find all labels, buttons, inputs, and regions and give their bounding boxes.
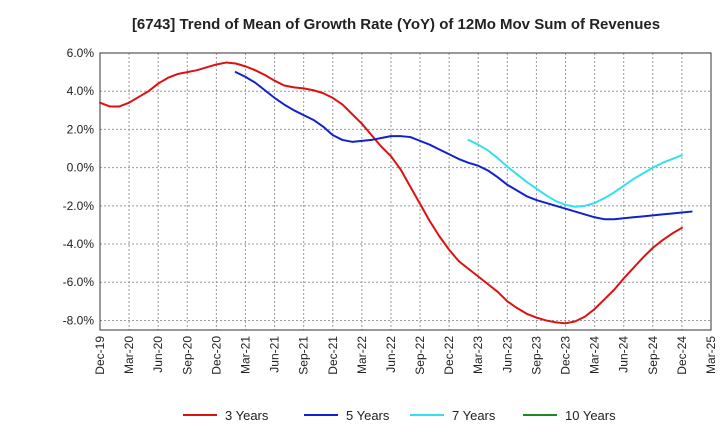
legend-item: 5 Years: [304, 408, 390, 423]
y-tick-label: -8.0%: [63, 313, 95, 327]
x-tick-label: Mar-20: [122, 336, 136, 374]
series-lines: [99, 61, 693, 325]
y-axis-ticks: 6.0% 4.0% 2.0% 0.0% -2.0% -4.0% -6.0% -8.0%: [63, 46, 95, 327]
legend-label: 10 Years: [565, 408, 616, 423]
y-tick-label: 4.0%: [67, 84, 95, 98]
x-tick-label: Mar-23: [471, 336, 485, 374]
x-tick-label: Dec-22: [442, 336, 456, 375]
chart-title: [6743] Trend of Mean of Growth Rate (YoY…: [132, 16, 660, 33]
x-tick-label: Mar-25: [704, 336, 718, 374]
x-tick-label: Mar-22: [355, 336, 369, 374]
x-tick-label: Jun-23: [500, 336, 514, 373]
y-tick-label: -6.0%: [63, 275, 95, 289]
grid: [99, 52, 712, 330]
x-tick-label: Sep-22: [413, 336, 427, 375]
plot-frame: [99, 52, 712, 331]
x-tick-label: Mar-21: [238, 336, 252, 374]
x-tick-label: Dec-20: [209, 336, 223, 375]
legend: 3 Years 5 Years 7 Years 10 Years: [183, 408, 616, 423]
legend-label: 7 Years: [452, 408, 496, 423]
x-axis-ticks: Dec-19 Mar-20 Jun-20 Sep-20 Dec-20 Mar-21 Jun-…: [93, 336, 718, 375]
x-tick-label: Sep-20: [180, 336, 194, 375]
x-tick-label: Mar-24: [588, 336, 602, 374]
x-tick-label: Dec-21: [326, 336, 340, 375]
x-tick-label: Jun-22: [384, 336, 398, 373]
x-tick-label: Dec-24: [675, 336, 689, 375]
legend-label: 3 Years: [225, 408, 269, 423]
legend-item: 3 Years: [183, 408, 269, 423]
legend-item: 7 Years: [410, 408, 496, 423]
legend-item: 10 Years: [523, 408, 616, 423]
series-line-3-years: [99, 61, 683, 325]
x-tick-label: Dec-19: [93, 336, 107, 375]
series-line-7-years: [467, 138, 683, 208]
y-tick-label: 6.0%: [67, 46, 95, 60]
y-tick-label: 0.0%: [67, 161, 95, 175]
y-tick-label: -4.0%: [63, 237, 95, 251]
series-line-5-years: [234, 71, 693, 221]
x-tick-label: Dec-23: [559, 336, 573, 375]
axes: [99, 52, 712, 331]
legend-label: 5 Years: [346, 408, 390, 423]
x-tick-label: Sep-23: [529, 336, 543, 375]
y-tick-label: -2.0%: [63, 199, 95, 213]
x-tick-label: Jun-24: [617, 336, 631, 373]
x-tick-label: Jun-20: [151, 336, 165, 373]
x-tick-label: Sep-21: [297, 336, 311, 375]
x-tick-label: Jun-21: [268, 336, 282, 373]
y-tick-label: 2.0%: [67, 122, 95, 136]
x-tick-label: Sep-24: [646, 336, 660, 375]
